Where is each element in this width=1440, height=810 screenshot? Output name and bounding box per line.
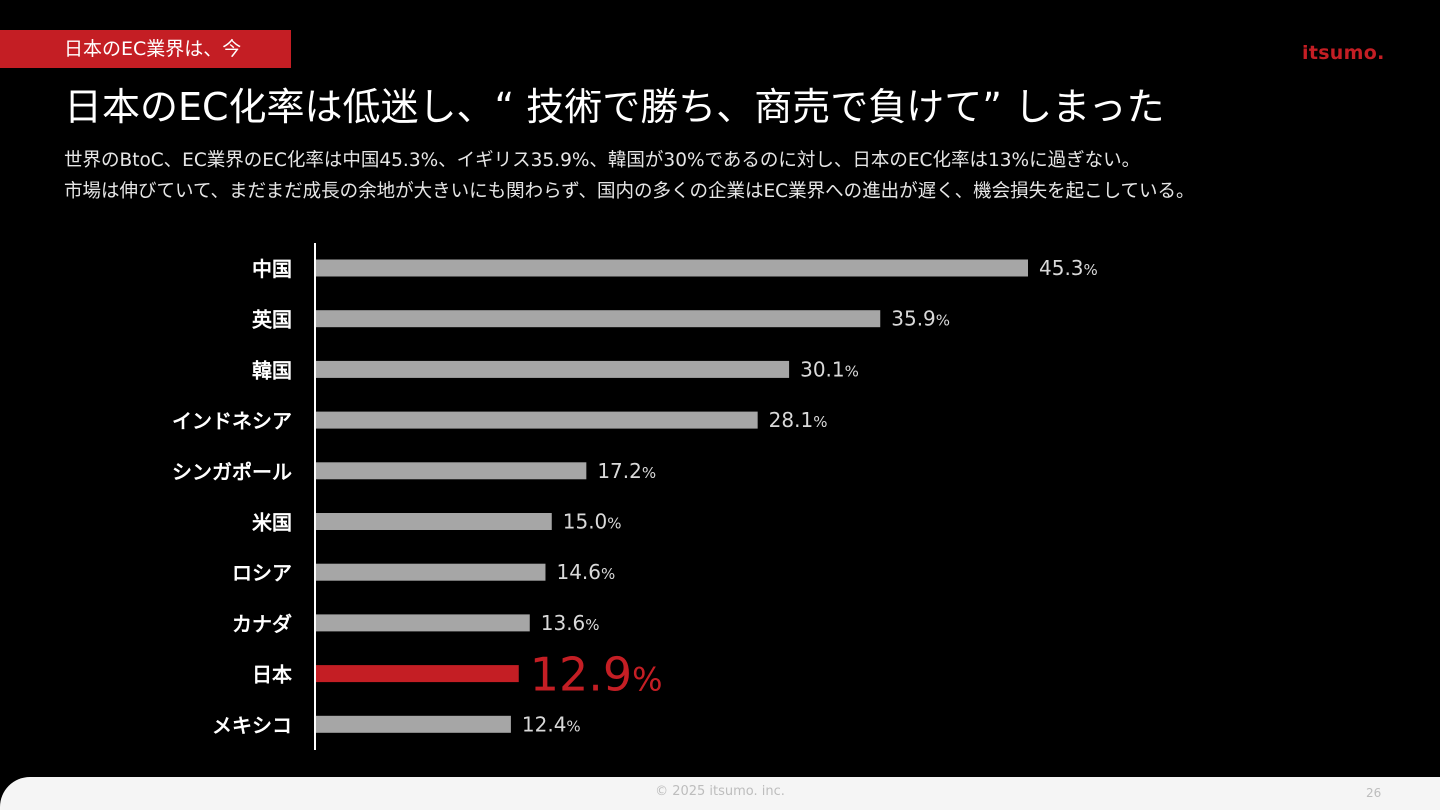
bar — [316, 310, 881, 328]
category-label: カナダ — [232, 612, 292, 636]
category-label: ロシア — [232, 561, 292, 585]
value-label: 45.3% — [1039, 256, 1098, 280]
bar — [316, 614, 530, 632]
bar — [316, 665, 519, 683]
bar — [316, 513, 552, 530]
category-label: 中国 — [252, 257, 292, 281]
description-line-1: 世界のBtoC、EC業界のEC化率は中国45.3%、イギリス35.9%、韓国が3… — [64, 150, 1141, 171]
category-label: シンガポール — [172, 460, 292, 484]
copyright: © 2025 itsumo. inc. — [655, 784, 785, 799]
category-label: インドネシア — [172, 409, 292, 433]
page-title: 日本のEC化率は低迷し、“ 技術で勝ち、商売で負けて” しまった — [64, 85, 1165, 129]
value-label: 28.1% — [769, 408, 828, 432]
section-tag: 日本のEC業界は、今 — [0, 30, 291, 68]
bar — [316, 411, 758, 429]
category-label: 米国 — [252, 511, 292, 535]
itsumo-logo: itsumo. — [1302, 42, 1385, 64]
category-label: 韓国 — [252, 358, 292, 382]
value-label: 13.6% — [541, 611, 600, 635]
description-line-2: 市場は伸びていて、まだまだ成長の余地が大きいにも関わらず、国内の多くの企業はEC… — [64, 181, 1195, 202]
ec-rate-bar-chart: 中国 45.3% 英国 35.9% 韓国 30.1% インドネシア 28.1% シンガポール 17… — [172, 243, 1098, 750]
bar — [316, 715, 511, 733]
value-label: 35.9% — [891, 307, 950, 331]
value-label: 12.4% — [522, 712, 581, 736]
category-label: メキシコ — [212, 713, 292, 737]
bar — [316, 462, 587, 480]
footer: © 2025 itsumo. inc. 26 — [0, 777, 1440, 810]
value-label: 12.9% — [530, 648, 663, 702]
value-label: 14.6% — [556, 560, 615, 584]
page-number: 26 — [1366, 786, 1382, 800]
bar — [316, 563, 546, 581]
value-label: 15.0% — [563, 510, 622, 534]
bar — [316, 360, 790, 378]
value-label: 17.2% — [597, 459, 656, 483]
value-label: 30.1% — [800, 357, 859, 381]
category-label: 日本 — [252, 663, 292, 687]
bar — [316, 259, 1028, 277]
description: 世界のBtoC、EC業界のEC化率は中国45.3%、イギリス35.9%、韓国が3… — [64, 145, 1195, 207]
category-label: 英国 — [252, 308, 292, 332]
